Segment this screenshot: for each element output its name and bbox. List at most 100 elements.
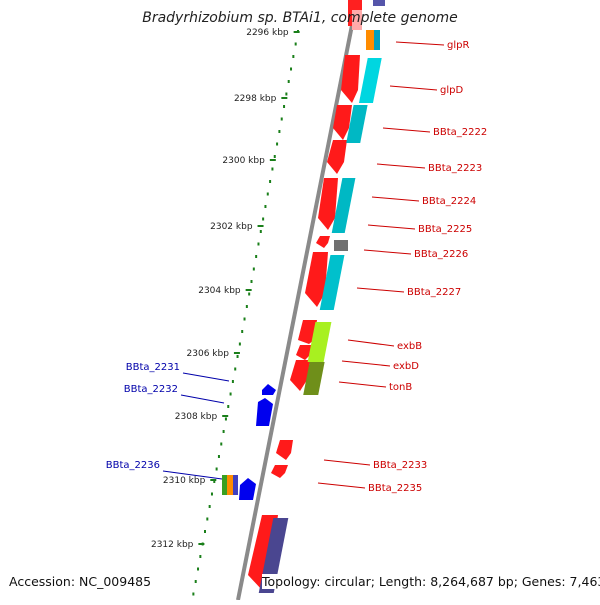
ruler-dot <box>220 442 223 446</box>
gene-block-2236-green[interactable] <box>222 475 227 495</box>
gene-label-BBta_2235[interactable]: BBta_2235 <box>368 483 422 494</box>
cds-block-2226[interactable] <box>334 240 348 251</box>
gene-label-glpR[interactable]: glpR <box>447 40 469 51</box>
gene-leader-line <box>180 394 225 404</box>
cds-block-2227[interactable] <box>319 255 345 310</box>
gene-leader-line <box>162 470 223 480</box>
ruler-tick-label: 2296 kbp <box>246 28 289 38</box>
gene-block-2236-orange[interactable] <box>227 475 233 495</box>
ruler-dot <box>238 342 241 346</box>
gene-label-exbD[interactable]: exbD <box>393 361 419 372</box>
gene-label-BBta_2224[interactable]: BBta_2224 <box>422 196 476 207</box>
ruler-dot <box>269 180 272 183</box>
gene-arrow-BBta_2236[interactable] <box>239 478 256 500</box>
gene-label-BBta_2233[interactable]: BBta_2233 <box>373 460 427 471</box>
ruler-dot <box>292 55 295 58</box>
cds-block-glpD[interactable] <box>358 58 382 103</box>
ruler-dot <box>248 292 251 296</box>
gene-leader-line <box>317 482 366 489</box>
ruler-tick-label: 2302 kbp <box>210 222 253 232</box>
ruler-dot <box>194 580 197 583</box>
gene-arrow-exbD[interactable] <box>296 345 312 360</box>
gene-leader-line <box>367 224 416 230</box>
ruler-dot <box>290 67 293 71</box>
gene-arrow-2235[interactable] <box>271 465 288 478</box>
ruler-dot <box>252 267 255 271</box>
ruler-dot <box>229 392 232 396</box>
gene-label-BBta_2226[interactable]: BBta_2226 <box>414 249 468 260</box>
cds-block-2222[interactable] <box>346 105 368 143</box>
genome-backbone <box>236 0 359 601</box>
gene-leader-line <box>182 372 230 382</box>
gene-arrow-BBta_2232[interactable] <box>256 398 273 426</box>
gene-leader-line <box>389 85 438 91</box>
ruler-dot <box>250 280 253 283</box>
gene-block-2236-purple[interactable] <box>233 475 238 495</box>
gene-label-tonB[interactable]: tonB <box>389 382 412 393</box>
gene-leader-line <box>363 249 412 255</box>
gene-label-BBta_2222[interactable]: BBta_2222 <box>433 127 487 138</box>
gene-leader-line <box>356 287 405 293</box>
ruler-dot <box>210 492 213 496</box>
gene-feature-top[interactable] <box>366 30 374 50</box>
gene-arrow-2233[interactable] <box>276 440 293 460</box>
gene-label-BBta_2232[interactable]: BBta_2232 <box>124 384 178 395</box>
gene-feature-top[interactable] <box>374 30 380 50</box>
gene-leader-line <box>395 41 445 46</box>
gene-arrow-tonB[interactable] <box>290 360 310 391</box>
cds-block-2224[interactable] <box>331 178 356 233</box>
gene-label-BBta_2225[interactable]: BBta_2225 <box>418 224 472 235</box>
ruler-dot <box>231 380 234 383</box>
ruler-dot <box>294 42 297 46</box>
gene-feature-top[interactable] <box>352 10 362 30</box>
gene-leader-line <box>338 381 387 388</box>
ruler-dot <box>271 167 274 171</box>
gene-label-BBta_2231[interactable]: BBta_2231 <box>126 362 180 373</box>
ruler-dot <box>262 217 265 221</box>
gene-arrow-2227[interactable] <box>305 252 328 307</box>
ruler-dot <box>255 255 258 258</box>
gene-label-BBta_2236[interactable]: BBta_2236 <box>106 460 160 471</box>
ruler-dot <box>287 80 290 83</box>
gene-leader-line <box>347 339 395 347</box>
ruler-dot <box>276 142 279 146</box>
ruler-dot <box>199 555 202 558</box>
ruler-tick-label: 2308 kbp <box>175 412 218 422</box>
gene-feature-top[interactable] <box>373 0 385 6</box>
gene-leader-line <box>371 196 420 202</box>
gene-arrow-2222[interactable] <box>333 105 352 140</box>
map-title: Bradyrhizobium sp. BTAi1, complete genom… <box>142 10 458 26</box>
gene-label-glpD[interactable]: glpD <box>440 85 463 96</box>
ruler-dot <box>224 417 227 421</box>
gene-label-exbB[interactable]: exbB <box>397 341 422 352</box>
ruler-dot <box>273 155 276 158</box>
gene-features <box>222 0 385 593</box>
gene-label-BBta_2227[interactable]: BBta_2227 <box>407 287 461 298</box>
ruler-tick-label: 2306 kbp <box>187 349 230 359</box>
gene-arrow-BBta_2231[interactable] <box>262 384 276 395</box>
ruler-dot <box>280 117 283 121</box>
ruler-dot <box>243 317 246 321</box>
ruler-dot <box>257 242 260 246</box>
gene-arrow-glpD[interactable] <box>341 55 360 103</box>
gene-arrow-2223[interactable] <box>327 140 347 174</box>
ruler-tick-label: 2310 kbp <box>163 476 206 486</box>
coordinate-ruler: 2296 kbp 2298 kbp 2300 kbp 2302 kbp 2304 kbp… <box>151 28 300 596</box>
cds-block-exbB[interactable] <box>307 322 332 362</box>
ruler-dot <box>215 467 218 471</box>
gene-leader-line <box>341 360 391 367</box>
gene-arrow-exbB[interactable] <box>298 320 317 344</box>
ruler-dot <box>227 405 230 408</box>
ruler-dot <box>266 192 269 196</box>
ruler-dot <box>283 105 286 108</box>
ruler-tick-label: 2304 kbp <box>198 286 241 296</box>
gene-leader-line <box>376 163 426 169</box>
cds-block-tonB[interactable] <box>303 362 325 395</box>
ruler-dot <box>278 130 281 133</box>
gene-label-BBta_2223[interactable]: BBta_2223 <box>428 163 482 174</box>
gene-arrow-2225[interactable] <box>316 236 330 248</box>
ruler-dot <box>234 367 237 371</box>
gene-arrow-2224[interactable] <box>318 178 338 230</box>
